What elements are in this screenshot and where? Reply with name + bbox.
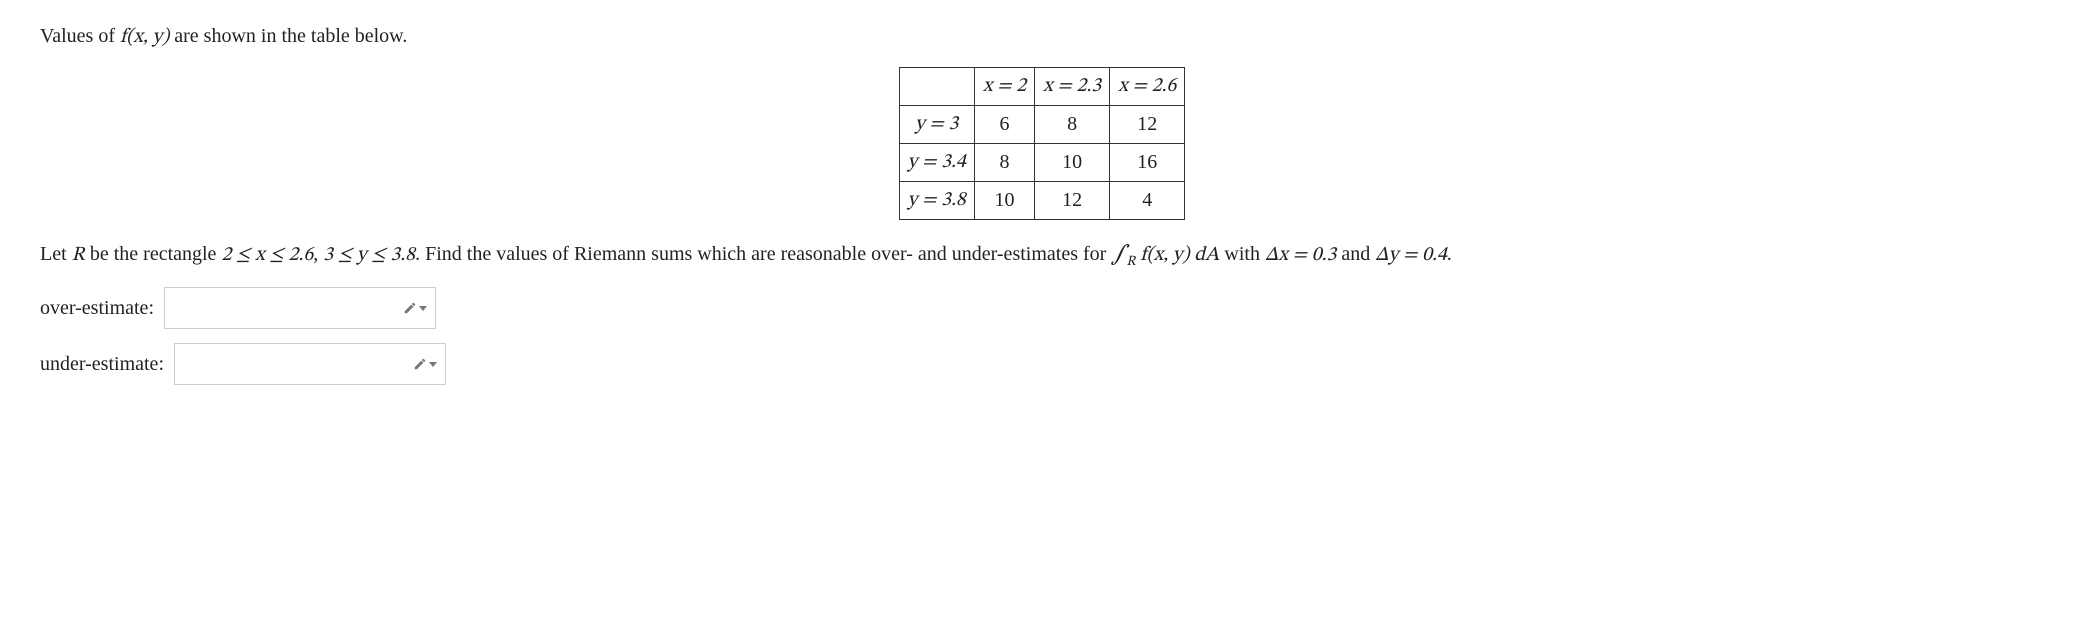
q-with: with	[1219, 243, 1265, 265]
table-cell: 8	[974, 144, 1034, 182]
over-estimate-box	[164, 287, 436, 329]
table-corner-cell	[899, 68, 974, 106]
chevron-down-icon	[419, 306, 427, 311]
intro-prefix: Values of	[40, 25, 120, 47]
table-cell: 10	[1035, 144, 1110, 182]
col-header: x = 2	[983, 76, 1026, 96]
table-cell: 6	[974, 106, 1034, 144]
q-be: be the rectangle	[85, 243, 222, 265]
table-cell: 4	[1110, 182, 1185, 220]
integrand: f(x, y) dA	[1136, 245, 1220, 265]
values-table: x = 2 x = 2.3 x = 2.6 y = 3 6 8 12 y = 3…	[899, 67, 1186, 220]
q-R: R	[72, 245, 85, 265]
table-row: y = 3 6 8 12	[899, 106, 1185, 144]
table-header-row: x = 2 x = 2.3 x = 2.6	[899, 68, 1185, 106]
table-cell: 10	[974, 182, 1034, 220]
integral-sub: R	[1126, 255, 1135, 269]
q-comma: ,	[313, 243, 323, 265]
intro-fxy: f(x, y)	[120, 27, 169, 47]
table-cell: 16	[1110, 144, 1185, 182]
q-dy: Δy = 0.4	[1375, 245, 1447, 265]
equation-editor-icon[interactable]	[413, 357, 437, 371]
q-yrange: 3 ≤ y ≤ 3.8	[323, 245, 415, 265]
col-header: x = 2.6	[1118, 76, 1176, 96]
row-header: y = 3.4	[908, 152, 966, 172]
over-estimate-label: over-estimate:	[40, 297, 154, 320]
equation-editor-icon[interactable]	[403, 301, 427, 315]
table-row: y = 3.8 10 12 4	[899, 182, 1185, 220]
q-and: and	[1336, 243, 1375, 265]
table-row: y = 3.4 8 10 16	[899, 144, 1185, 182]
under-estimate-box	[174, 343, 446, 385]
chevron-down-icon	[429, 362, 437, 367]
q-let: Let	[40, 243, 72, 265]
q-end: .	[1447, 243, 1452, 265]
under-estimate-label: under-estimate:	[40, 353, 164, 376]
table-cell: 12	[1035, 182, 1110, 220]
row-header: y = 3	[915, 114, 958, 134]
row-header: y = 3.8	[908, 190, 966, 210]
table-container: x = 2 x = 2.3 x = 2.6 y = 3 6 8 12 y = 3…	[40, 67, 2044, 220]
intro-text: Values of f(x, y) are shown in the table…	[40, 20, 2044, 53]
q-dx: Δx = 0.3	[1265, 245, 1336, 265]
over-estimate-row: over-estimate:	[40, 287, 2044, 329]
under-estimate-input[interactable]	[175, 344, 445, 384]
table-cell: 8	[1035, 106, 1110, 144]
over-estimate-input[interactable]	[165, 288, 435, 328]
q-find: . Find the values of Riemann sums which …	[415, 243, 1111, 265]
question-text: Let R be the rectangle 2 ≤ x ≤ 2.6, 3 ≤ …	[40, 238, 2044, 273]
under-estimate-row: under-estimate:	[40, 343, 2044, 385]
q-xrange: 2 ≤ x ≤ 2.6	[221, 245, 313, 265]
integral-sign: ∫	[1111, 244, 1126, 266]
intro-suffix: are shown in the table below.	[169, 25, 407, 47]
col-header: x = 2.3	[1043, 76, 1101, 96]
table-cell: 12	[1110, 106, 1185, 144]
